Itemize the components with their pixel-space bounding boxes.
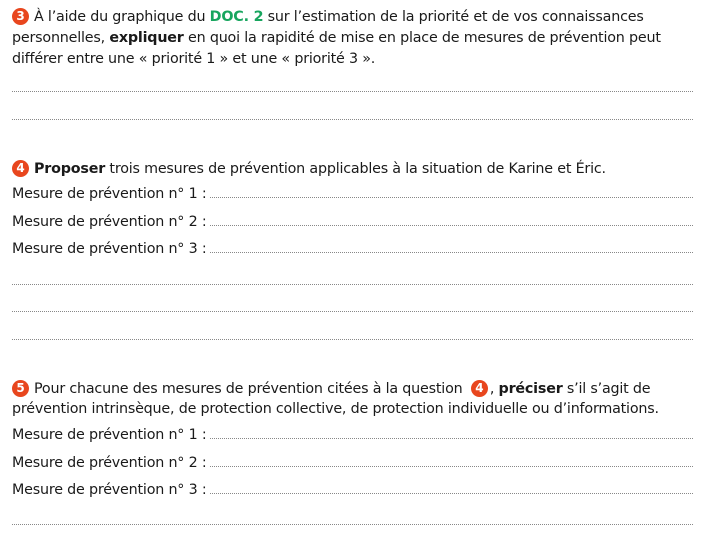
doc-reference: DOC. 2 xyxy=(209,9,264,25)
measure-row: Mesure de prévention n° 3 : xyxy=(12,241,693,257)
q3-line1: 3 À l’aide du graphique du DOC. 2 sur l’e… xyxy=(12,8,644,25)
q5-line1: 5 Pour chacune des mesures de prévention … xyxy=(12,380,651,397)
q4-line1: 4 Proposer trois mesures de prévention ap… xyxy=(12,160,606,177)
question-reference-badge: 4 xyxy=(470,380,488,397)
text: personnelles, xyxy=(12,30,110,46)
measure-row: Mesure de prévention n° 1 : xyxy=(12,186,693,202)
answer-line[interactable] xyxy=(210,252,693,253)
answer-line[interactable] xyxy=(12,524,693,525)
text: Pour chacune des mesures de prévention c… xyxy=(34,381,467,397)
answer-line[interactable] xyxy=(12,119,693,120)
measure-row: Mesure de prévention n° 1 : xyxy=(12,427,693,443)
instruction-verb: Proposer xyxy=(34,161,106,177)
measure-label: Mesure de prévention n° 1 : xyxy=(12,427,207,443)
text: sur l’estimation de la priorité et de vo… xyxy=(263,9,644,25)
answer-line[interactable] xyxy=(210,225,693,226)
measure-row: Mesure de prévention n° 2 : xyxy=(12,214,693,230)
measure-row: Mesure de prévention n° 2 : xyxy=(12,455,693,471)
q3-line2: personnelles, expliquer en quoi la rapid… xyxy=(12,30,661,46)
text: s’il s’agit de xyxy=(562,381,651,397)
text: À l’aide du graphique du xyxy=(34,9,210,25)
answer-line[interactable] xyxy=(12,91,693,92)
text: en quoi la rapidité de mise en place de … xyxy=(183,30,661,46)
answer-line[interactable] xyxy=(12,284,693,285)
answer-line[interactable] xyxy=(12,311,693,312)
measure-label: Mesure de prévention n° 1 : xyxy=(12,186,207,202)
answer-line[interactable] xyxy=(12,339,693,340)
question-number-badge: 4 xyxy=(12,160,29,177)
measure-label: Mesure de prévention n° 2 : xyxy=(12,455,207,471)
question-number-badge: 5 xyxy=(12,380,29,397)
text: , xyxy=(489,381,499,397)
measure-row: Mesure de prévention n° 3 : xyxy=(12,482,693,498)
text: trois mesures de prévention applicables … xyxy=(105,161,606,177)
answer-line[interactable] xyxy=(210,493,693,494)
answer-line[interactable] xyxy=(210,197,693,198)
instruction-verb: expliquer xyxy=(109,30,184,46)
measure-label: Mesure de prévention n° 2 : xyxy=(12,214,207,230)
q5-line2: prévention intrinsèque, de protection co… xyxy=(12,401,659,417)
q3-line3: différer entre une « priorité 1 » et une… xyxy=(12,51,376,67)
question-number-badge: 3 xyxy=(12,8,29,25)
answer-line[interactable] xyxy=(210,466,693,467)
instruction-verb: préciser xyxy=(498,381,563,397)
measure-label: Mesure de prévention n° 3 : xyxy=(12,482,207,498)
measure-label: Mesure de prévention n° 3 : xyxy=(12,241,207,257)
answer-line[interactable] xyxy=(210,438,693,439)
